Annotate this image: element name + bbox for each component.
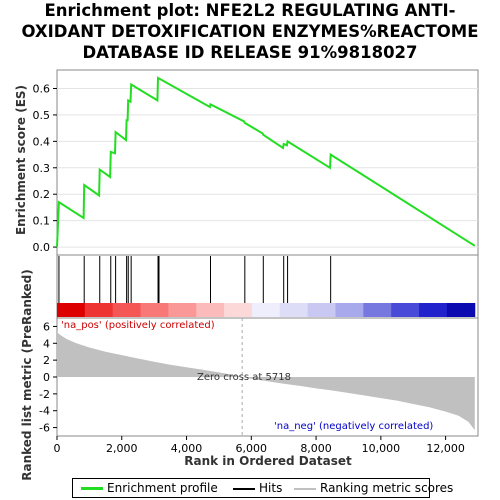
metric-xtick-label: 4,000	[171, 442, 203, 455]
metric-xtick-label: 12,000	[426, 442, 465, 455]
hits-panel	[56, 254, 479, 319]
legend-label-enrichment: Enrichment profile	[107, 481, 218, 495]
rank-colorbar-segment	[446, 303, 476, 317]
legend-label-hits: Hits	[259, 481, 283, 495]
es-ytick-label: 0.0	[33, 241, 51, 254]
es-ytick-label: 0.6	[33, 83, 51, 96]
rank-colorbar-segment	[196, 303, 225, 317]
legend-swatch-enrichment	[81, 487, 103, 490]
metric-xtick-label: 6,000	[236, 442, 268, 455]
legend-item-ranking: Ranking metric scores	[294, 480, 453, 496]
legend-swatch-ranking	[294, 487, 316, 490]
title-line-3: DATABASE ID RELEASE 91%9818027	[82, 43, 418, 62]
title-line-2: OXIDANT DETOXIFICATION ENZYMES%REACTOME	[21, 22, 479, 41]
rank-colorbar-segment	[168, 303, 197, 317]
rank-colorbar-segment	[84, 303, 114, 317]
metric-ylabel: Ranked list metric (PreRanked)	[20, 269, 34, 481]
metric-ytick-label: -6	[39, 422, 50, 435]
metric-xlabel: Rank in Ordered Dataset	[184, 454, 352, 468]
es-ylabel: Enrichment score (ES)	[14, 85, 28, 235]
metric-ytick-label: 4	[43, 337, 50, 350]
title-line-1: Enrichment plot: NFE2L2 REGULATING ANTI-	[44, 1, 456, 20]
rank-colorbar-segment	[391, 303, 420, 317]
rank-colorbar-segment	[279, 303, 309, 317]
metric-ytick-label: -4	[39, 405, 50, 418]
es-ytick-label: 0.4	[33, 135, 51, 148]
es-panel: 0.0 0.1 0.2 0.3 0.4 0.5 0.6 Enrichment score (…	[14, 69, 479, 256]
enrichment-profile-line	[56, 76, 476, 248]
metric-xtick-label: 10,000	[362, 442, 401, 455]
metric-xtick-label: 2,000	[106, 442, 138, 455]
es-ytick-label: 0.2	[33, 188, 51, 201]
metric-xtick-label: 0	[54, 442, 61, 455]
legend: Enrichment profile Hits Ranking metric s…	[72, 478, 453, 498]
rank-colorbar-segment	[307, 303, 337, 317]
es-ytick-label: 0.5	[33, 109, 51, 122]
metric-xtick-label: 8,000	[300, 442, 332, 455]
es-ytick-label: 0.1	[33, 215, 51, 228]
rank-colorbar-segment	[363, 303, 392, 317]
legend-item-hits: Hits	[233, 480, 282, 496]
legend-item-enrichment: Enrichment profile	[81, 480, 218, 496]
negative-correlated-label: 'na_neg' (negatively correlated)	[274, 421, 433, 432]
rank-colorbar-segment	[251, 303, 281, 317]
es-plot-frame	[56, 69, 479, 256]
legend-label-ranking: Ranking metric scores	[320, 481, 454, 495]
legend-swatch-hits	[233, 487, 255, 490]
rank-colorbar-segment	[335, 303, 364, 317]
chart-title: Enrichment plot: NFE2L2 REGULATING ANTI-…	[0, 0, 500, 63]
positive-correlated-label: 'na_pos' (positively correlated)	[61, 320, 215, 331]
rank-colorbar-segment	[112, 303, 142, 317]
rank-colorbar-segment	[224, 303, 253, 317]
rank-colorbar-segment	[57, 303, 86, 317]
zero-cross-label: Zero cross at 5718	[197, 372, 291, 383]
metric-panel: -6 -4 -2 0 2 4 6 0 2,000 4,000 6,000 8,000 10,000 12…	[20, 269, 479, 481]
metric-ytick-label: -2	[39, 388, 50, 401]
ranking-metric-area	[57, 332, 475, 431]
es-ytick-label: 0.3	[33, 162, 51, 175]
metric-ytick-label: 2	[43, 354, 50, 367]
rank-colorbar-segment	[419, 303, 448, 317]
metric-ytick-label: 0	[43, 371, 50, 384]
rank-colorbar-segment	[140, 303, 169, 317]
metric-ytick-label: 6	[43, 320, 50, 333]
